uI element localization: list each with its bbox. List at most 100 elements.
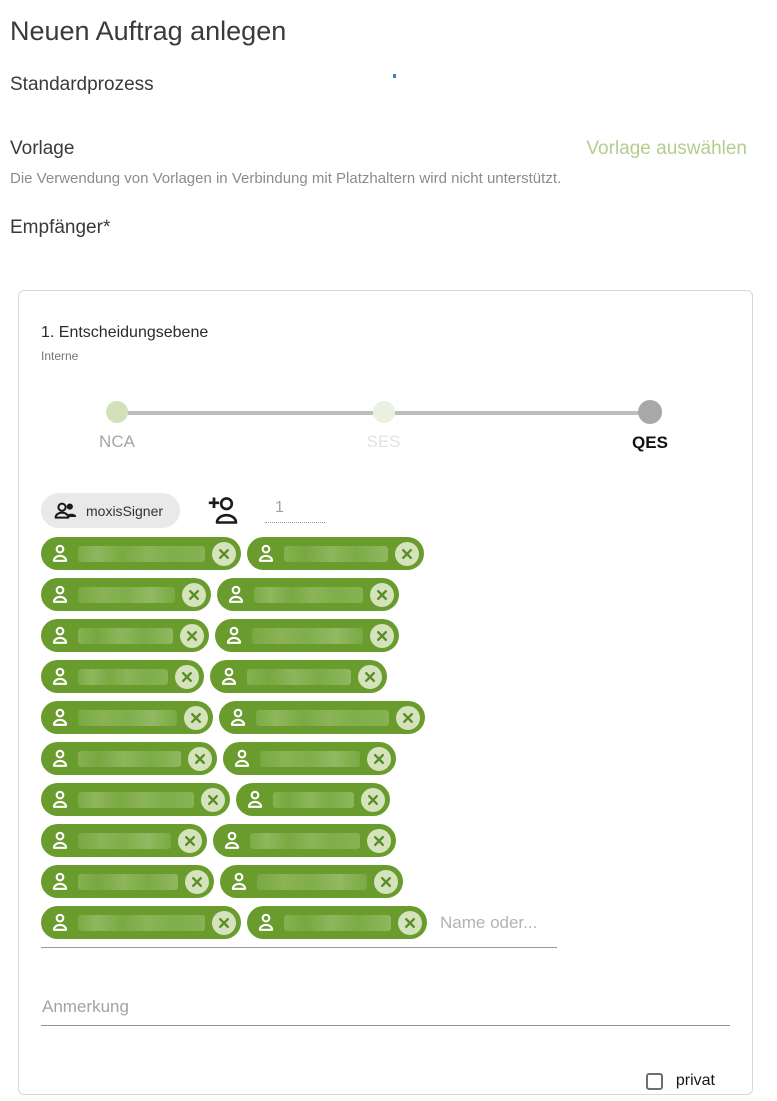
signer-count-input[interactable] bbox=[265, 498, 326, 523]
vorlage-hint: Die Verwendung von Vorlagen in Verbindun… bbox=[10, 170, 562, 188]
recipient-chip bbox=[247, 906, 427, 940]
person-icon bbox=[256, 543, 276, 564]
remove-recipient-button[interactable] bbox=[367, 828, 391, 853]
remove-recipient-button[interactable] bbox=[370, 623, 394, 648]
signer-group-chip[interactable]: moxisSigner bbox=[41, 493, 181, 529]
recipient-chip bbox=[41, 742, 217, 776]
recipient-chip bbox=[41, 824, 207, 858]
person-icon bbox=[229, 871, 249, 892]
person-icon bbox=[50, 912, 70, 933]
redacted-recipient-name bbox=[257, 873, 367, 890]
remove-recipient-button[interactable] bbox=[185, 869, 209, 894]
entscheidungsebene-card: 1. Entscheidungsebene Interne NCA SES QE… bbox=[18, 290, 753, 1096]
remove-recipient-button[interactable] bbox=[367, 746, 391, 771]
remove-recipient-button[interactable] bbox=[398, 910, 422, 935]
person-icon bbox=[228, 707, 248, 728]
remove-recipient-button[interactable] bbox=[374, 869, 398, 894]
vorlage-label: Vorlage bbox=[10, 137, 75, 159]
anmerkung-input[interactable] bbox=[41, 997, 730, 1027]
privat-checkbox[interactable] bbox=[645, 1072, 663, 1090]
process-subtitle: Standardprozess bbox=[10, 74, 154, 96]
redacted-recipient-name bbox=[78, 709, 177, 726]
redacted-recipient-name bbox=[250, 832, 360, 849]
person-icon bbox=[50, 666, 70, 687]
person-icon bbox=[50, 871, 70, 892]
remove-recipient-button[interactable] bbox=[361, 787, 385, 812]
recipient-chips[interactable] bbox=[41, 537, 557, 949]
redacted-recipient-name bbox=[247, 668, 351, 685]
slider-dot-nca[interactable] bbox=[106, 401, 128, 424]
person-icon bbox=[222, 830, 242, 851]
recipient-chip bbox=[223, 742, 396, 776]
remove-recipient-button[interactable] bbox=[212, 541, 236, 566]
person-icon bbox=[50, 748, 70, 769]
remove-recipient-button[interactable] bbox=[201, 787, 225, 812]
person-icon bbox=[50, 625, 70, 646]
slider-dot-ses[interactable] bbox=[372, 401, 395, 424]
add-person-button[interactable] bbox=[206, 494, 239, 527]
recipient-chip bbox=[41, 660, 204, 694]
artifact-dot bbox=[393, 74, 396, 78]
redacted-recipient-name bbox=[78, 627, 173, 644]
remove-recipient-button[interactable] bbox=[358, 664, 382, 689]
recipient-chip bbox=[219, 701, 425, 735]
recipient-chip bbox=[41, 783, 230, 817]
person-icon bbox=[50, 543, 70, 564]
redacted-recipient-name bbox=[256, 709, 389, 726]
recipient-chip bbox=[41, 906, 241, 940]
redacted-recipient-name bbox=[254, 586, 363, 603]
recipient-chip bbox=[217, 578, 399, 612]
recipient-chip bbox=[41, 537, 241, 571]
slider-stop-ses[interactable]: SES bbox=[366, 401, 401, 452]
recipient-chip bbox=[41, 578, 211, 612]
remove-recipient-button[interactable] bbox=[370, 582, 394, 607]
remove-recipient-button[interactable] bbox=[175, 664, 199, 689]
remove-recipient-button[interactable] bbox=[180, 623, 204, 648]
slider-label-qes: QES bbox=[632, 433, 668, 453]
remove-recipient-button[interactable] bbox=[396, 705, 420, 730]
remove-recipient-button[interactable] bbox=[182, 582, 206, 607]
vorlage-auswaehlen-link[interactable]: Vorlage auswählen bbox=[586, 137, 747, 159]
redacted-recipient-name bbox=[78, 668, 168, 685]
redacted-recipient-name bbox=[78, 545, 205, 562]
redacted-recipient-name bbox=[284, 545, 388, 562]
page-title: Neuen Auftrag anlegen bbox=[10, 16, 287, 46]
privat-row: privat bbox=[41, 1072, 730, 1090]
remove-recipient-button[interactable] bbox=[212, 910, 236, 935]
remove-recipient-button[interactable] bbox=[184, 705, 208, 730]
remove-recipient-button[interactable] bbox=[188, 746, 212, 771]
vorlage-row: Vorlage Vorlage auswählen bbox=[10, 137, 761, 162]
recipient-chip bbox=[220, 865, 403, 899]
slider-dot-qes[interactable] bbox=[638, 400, 662, 425]
redacted-recipient-name bbox=[78, 832, 171, 849]
level-title: 1. Entscheidungsebene bbox=[41, 324, 209, 342]
person-icon bbox=[245, 789, 265, 810]
remove-recipient-button[interactable] bbox=[178, 828, 202, 853]
person-icon bbox=[256, 912, 276, 933]
slider-label-nca: NCA bbox=[99, 432, 135, 452]
slider-stop-nca[interactable]: NCA bbox=[99, 401, 135, 452]
redacted-recipient-name bbox=[78, 791, 194, 808]
recipient-chip bbox=[210, 660, 387, 694]
recipient-name-input[interactable] bbox=[433, 906, 557, 940]
redacted-recipient-name bbox=[78, 586, 175, 603]
remove-recipient-button[interactable] bbox=[395, 541, 419, 566]
redacted-recipient-name bbox=[284, 914, 391, 931]
redacted-recipient-name bbox=[252, 627, 363, 644]
person-icon bbox=[50, 584, 70, 605]
person-icon bbox=[232, 748, 252, 769]
recipient-chip bbox=[215, 619, 399, 653]
person-add-icon bbox=[206, 495, 239, 526]
privat-label: privat bbox=[675, 1072, 715, 1090]
person-icon bbox=[224, 625, 244, 646]
person-icon bbox=[50, 707, 70, 728]
empfaenger-label: Empfänger* bbox=[10, 217, 111, 239]
person-icon bbox=[50, 789, 70, 810]
slider-stop-qes[interactable]: QES bbox=[632, 400, 668, 453]
recipient-chip bbox=[236, 783, 390, 817]
signature-level-slider[interactable]: NCA SES QES bbox=[99, 400, 668, 465]
recipient-chip bbox=[247, 537, 424, 571]
level-subtitle: Interne bbox=[41, 349, 79, 364]
signer-row: moxisSigner bbox=[41, 493, 730, 529]
